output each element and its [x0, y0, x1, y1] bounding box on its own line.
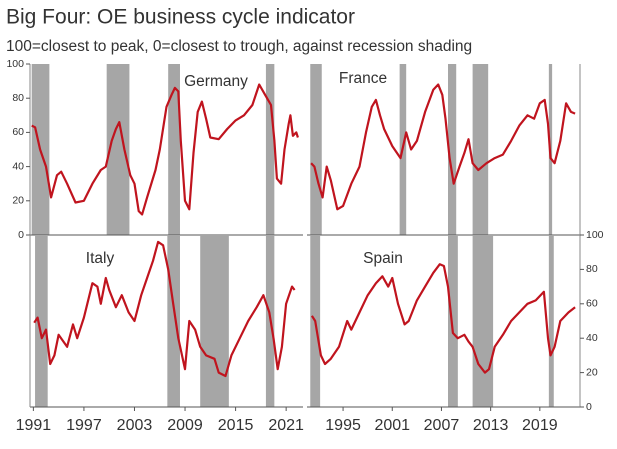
y-tick-label: 0 — [18, 229, 24, 241]
recession-shade — [35, 235, 48, 407]
recession-shade — [448, 235, 458, 407]
y-tick-label: 100 — [586, 229, 604, 241]
chart-title: Big Four: OE business cycle indicator — [6, 6, 355, 29]
data-line — [33, 240, 296, 378]
y-tick-label: 60 — [12, 126, 24, 138]
y-tick-label: 0 — [586, 401, 592, 413]
x-tick-label: 2019 — [522, 417, 558, 434]
recession-shade — [265, 64, 275, 235]
data-line — [31, 83, 299, 216]
y-tick-label: 80 — [586, 263, 598, 275]
y-tick-label: 40 — [586, 332, 598, 344]
data-line — [310, 83, 576, 211]
x-tick-label: 2021 — [268, 417, 304, 434]
x-tick-label: 2003 — [117, 417, 153, 434]
x-tick-label: 1995 — [325, 417, 361, 434]
x-tick-label: 1997 — [66, 417, 102, 434]
panel-title: Italy — [86, 250, 115, 267]
x-tick-label: 2007 — [424, 417, 460, 434]
y-tick-label: 60 — [586, 298, 598, 310]
y-tick-label: 20 — [12, 195, 24, 207]
data-line — [310, 263, 576, 374]
recession-shade — [448, 64, 457, 235]
recession-shade — [548, 235, 554, 407]
x-tick-label: 2015 — [218, 417, 254, 434]
recession-shade — [472, 235, 494, 407]
y-tick-label: 80 — [12, 92, 24, 104]
x-tick-label: 1991 — [16, 417, 52, 434]
y-tick-label: 40 — [12, 160, 24, 172]
recession-shade — [310, 64, 322, 235]
recession-shade — [200, 235, 229, 407]
chart-subtitle: 100=closest to peak, 0=closest to trough… — [6, 38, 472, 55]
panel-title: Germany — [184, 73, 248, 90]
x-tick-label: 2009 — [167, 417, 203, 434]
y-tick-label: 100 — [6, 58, 24, 70]
recession-shade — [168, 64, 180, 235]
y-tick-label: 20 — [586, 366, 598, 378]
x-tick-label: 2001 — [374, 417, 410, 434]
panel-title: France — [339, 70, 387, 87]
panel-title: Spain — [363, 250, 403, 267]
recession-shade — [106, 64, 130, 235]
x-tick-label: 2013 — [473, 417, 509, 434]
recession-shade — [472, 64, 489, 235]
recession-shade — [167, 235, 180, 407]
